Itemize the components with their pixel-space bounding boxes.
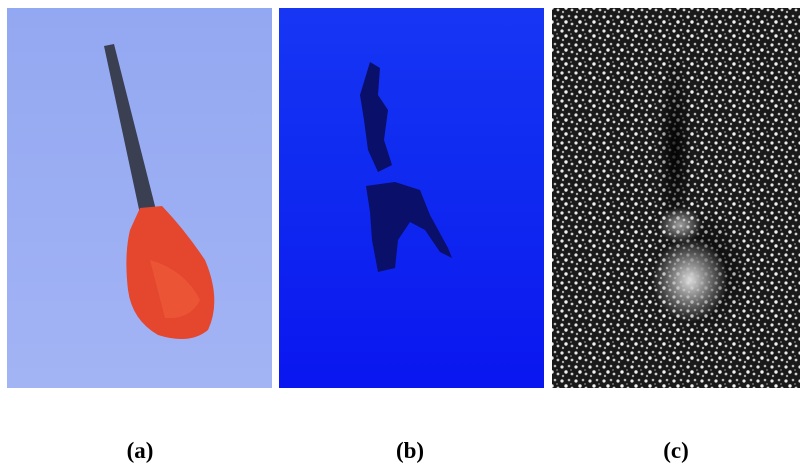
figure: (a) (b) (c) (0, 0, 805, 471)
panel-a (7, 8, 272, 388)
panel-label: (c) (663, 438, 689, 463)
panel-label: (b) (396, 438, 424, 463)
panel-b (279, 8, 544, 388)
panel-label: (a) (127, 438, 154, 463)
panel-c (552, 8, 800, 388)
